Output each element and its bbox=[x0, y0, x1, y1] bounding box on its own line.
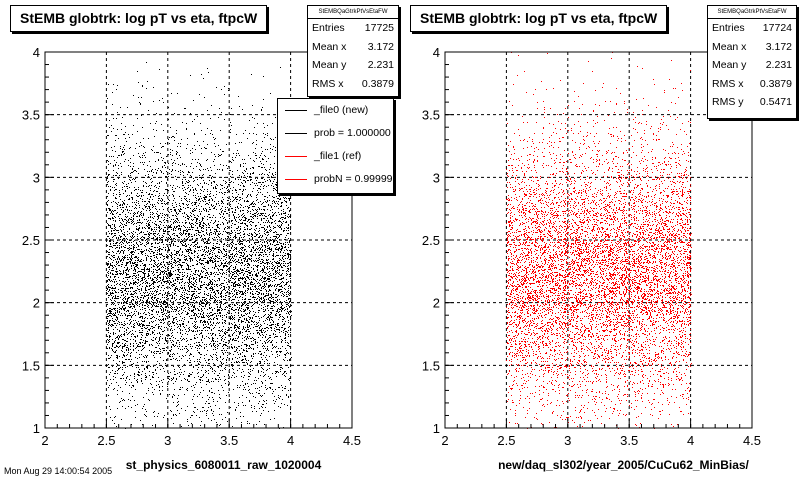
legend-label: _file1 (ref) bbox=[314, 150, 362, 162]
y-tick-label: 3.5 bbox=[422, 108, 440, 123]
stats-label: Entries bbox=[712, 22, 745, 34]
x-tick-label: 3 bbox=[564, 433, 571, 448]
y-tick-label: 2.5 bbox=[422, 233, 440, 248]
left-stats-box: StEMBQaGtrkPtVsEtaFW Entries 17725 Mean x… bbox=[307, 5, 399, 97]
right-stats-name: StEMBQaGtrkPtVsEtaFW bbox=[708, 6, 796, 19]
stats-label: Mean x bbox=[312, 40, 347, 53]
stats-label: Mean x bbox=[712, 40, 747, 53]
stats-value: 2.231 bbox=[765, 59, 792, 71]
legend-entry: probN = 0.99999 bbox=[278, 168, 393, 190]
legend-line-marker bbox=[285, 133, 307, 134]
stats-value: 3.172 bbox=[765, 40, 792, 53]
stats-value: 0.3879 bbox=[759, 77, 792, 90]
left-stats-row: RMS x 0.3879 bbox=[308, 75, 398, 94]
scatter-points bbox=[506, 52, 692, 429]
legend-label: probN = 0.99999 bbox=[314, 173, 393, 185]
stats-label: Mean y bbox=[312, 59, 347, 71]
left-scatter-plot: 2 2.5 3 3.5 4 4.5 1 1.5 2 2.5 3 3.5 4 st_physics_6080… bbox=[22, 45, 361, 472]
left-stats-row: Entries 17725 bbox=[308, 19, 398, 38]
legend-label: prob = 1.000000 bbox=[314, 127, 391, 139]
stats-label: RMS x bbox=[312, 77, 344, 90]
stats-label: RMS y bbox=[712, 96, 744, 108]
y-tick-label: 1 bbox=[433, 421, 440, 436]
right-scatter-plot: 2 2.5 3 3.5 4 4.5 1 1.5 2 2.5 3 3.5 4 new/daq_sl302/y… bbox=[422, 45, 761, 472]
x-tick-label: 4.5 bbox=[343, 433, 361, 448]
legend-line-marker bbox=[285, 179, 307, 180]
x-axis-label: new/daq_sl302/year_2005/CuCu62_MinBias/ bbox=[498, 458, 749, 472]
y-tick-label: 3 bbox=[433, 170, 440, 185]
y-tick-label: 1.5 bbox=[422, 358, 440, 373]
stats-value: 17724 bbox=[762, 22, 792, 34]
stats-label: Entries bbox=[312, 22, 345, 34]
legend-entry: _file1 (ref) bbox=[278, 145, 393, 167]
legend-entry: prob = 1.000000 bbox=[278, 122, 393, 144]
legend-line-marker bbox=[285, 110, 307, 111]
y-tick-label: 2 bbox=[33, 296, 40, 311]
timestamp-footer: Mon Aug 29 14:00:54 2005 bbox=[4, 466, 113, 476]
left-stats-name: StEMBQaGtrkPtVsEtaFW bbox=[308, 6, 398, 19]
right-stats-row: RMS x 0.3879 bbox=[708, 75, 796, 94]
right-stats-box: StEMBQaGtrkPtVsEtaFW Entries 17724 Mean x… bbox=[707, 5, 797, 119]
left-stats-row: Mean x 3.172 bbox=[308, 38, 398, 57]
x-tick-label: 4.5 bbox=[743, 433, 761, 448]
scatter-points bbox=[106, 62, 292, 429]
stats-value: 0.5471 bbox=[759, 96, 792, 108]
stats-label: RMS x bbox=[712, 77, 744, 90]
y-tick-label: 3.5 bbox=[22, 108, 40, 123]
left-stats-row: Mean y 2.231 bbox=[308, 56, 398, 75]
y-tick-label: 2 bbox=[433, 296, 440, 311]
y-tick-label: 4 bbox=[33, 45, 40, 60]
x-tick-label: 2.5 bbox=[97, 433, 115, 448]
stats-value: 0.3879 bbox=[361, 77, 394, 90]
left-pad: 2 2.5 3 3.5 4 4.5 1 1.5 2 2.5 3 3.5 4 st_physics_6080… bbox=[4, 5, 399, 476]
legend-line-marker bbox=[285, 156, 307, 157]
x-tick-label: 3.5 bbox=[220, 433, 238, 448]
left-plot-title: StEMB globtrk: log pT vs eta, ftpcW bbox=[10, 5, 268, 32]
x-tick-label: 2.5 bbox=[497, 433, 515, 448]
legend-box: _file0 (new) prob = 1.000000 _file1 (ref… bbox=[277, 98, 394, 194]
y-tick-label: 1.5 bbox=[22, 358, 40, 373]
legend-entry: _file0 (new) bbox=[278, 99, 393, 121]
y-tick-label: 3 bbox=[33, 170, 40, 185]
right-plot-title: StEMB globtrk: log pT vs eta, ftpcW bbox=[410, 5, 668, 32]
x-axis-label: st_physics_6080011_raw_1020004 bbox=[126, 458, 322, 472]
y-tick-label: 1 bbox=[33, 421, 40, 436]
x-tick-label: 4 bbox=[687, 433, 694, 448]
x-tick-label: 3 bbox=[164, 433, 171, 448]
stats-value: 3.172 bbox=[367, 40, 394, 53]
stats-value: 2.231 bbox=[367, 59, 394, 71]
right-pad: 2 2.5 3 3.5 4 4.5 1 1.5 2 2.5 3 3.5 4 new/daq_sl302/y… bbox=[400, 0, 800, 480]
x-tick-label: 3.5 bbox=[620, 433, 638, 448]
right-stats-row: Mean x 3.172 bbox=[708, 38, 796, 57]
y-tick-label: 4 bbox=[433, 45, 440, 60]
legend-label: _file0 (new) bbox=[314, 104, 369, 116]
x-tick-label: 2 bbox=[41, 433, 48, 448]
right-stats-row: Mean y 2.231 bbox=[708, 56, 796, 75]
x-tick-label: 4 bbox=[287, 433, 294, 448]
right-stats-row: Entries 17724 bbox=[708, 19, 796, 38]
right-stats-row: RMS y 0.5471 bbox=[708, 93, 796, 112]
x-tick-label: 2 bbox=[441, 433, 448, 448]
stats-label: Mean y bbox=[712, 59, 747, 71]
y-tick-label: 2.5 bbox=[22, 233, 40, 248]
stats-value: 17725 bbox=[364, 22, 394, 34]
